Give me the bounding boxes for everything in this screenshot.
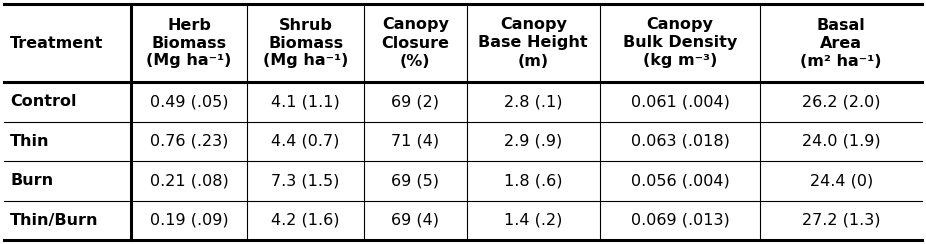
Text: 0.19 (.09): 0.19 (.09) bbox=[150, 213, 229, 228]
Text: Herb
Biomass
(Mg ha⁻¹): Herb Biomass (Mg ha⁻¹) bbox=[146, 18, 232, 69]
Text: 0.49 (.05): 0.49 (.05) bbox=[150, 94, 228, 109]
Text: 69 (4): 69 (4) bbox=[392, 213, 439, 228]
Text: Control: Control bbox=[10, 94, 77, 109]
Text: 2.8 (.1): 2.8 (.1) bbox=[504, 94, 562, 109]
Text: Thin/Burn: Thin/Burn bbox=[10, 213, 98, 228]
Text: 4.4 (0.7): 4.4 (0.7) bbox=[271, 134, 340, 149]
Text: Burn: Burn bbox=[10, 173, 53, 188]
Text: 0.21 (.08): 0.21 (.08) bbox=[150, 173, 229, 188]
Text: 4.1 (1.1): 4.1 (1.1) bbox=[271, 94, 340, 109]
Text: 69 (5): 69 (5) bbox=[392, 173, 439, 188]
Text: 24.0 (1.9): 24.0 (1.9) bbox=[802, 134, 881, 149]
Text: Shrub
Biomass
(Mg ha⁻¹): Shrub Biomass (Mg ha⁻¹) bbox=[263, 18, 348, 69]
Text: 0.061 (.004): 0.061 (.004) bbox=[631, 94, 730, 109]
Text: Thin: Thin bbox=[10, 134, 49, 149]
Text: Canopy
Base Height
(m): Canopy Base Height (m) bbox=[479, 18, 588, 69]
Text: 0.76 (.23): 0.76 (.23) bbox=[150, 134, 228, 149]
Text: 0.056 (.004): 0.056 (.004) bbox=[631, 173, 730, 188]
Text: 27.2 (1.3): 27.2 (1.3) bbox=[802, 213, 881, 228]
Text: 69 (2): 69 (2) bbox=[392, 94, 439, 109]
Text: 0.069 (.013): 0.069 (.013) bbox=[631, 213, 730, 228]
Text: 71 (4): 71 (4) bbox=[391, 134, 439, 149]
Text: 24.4 (0): 24.4 (0) bbox=[809, 173, 873, 188]
Text: 1.8 (.6): 1.8 (.6) bbox=[504, 173, 562, 188]
Text: Basal
Area
(m² ha⁻¹): Basal Area (m² ha⁻¹) bbox=[800, 18, 882, 69]
Text: 26.2 (2.0): 26.2 (2.0) bbox=[802, 94, 881, 109]
Text: Treatment: Treatment bbox=[10, 35, 104, 51]
Text: Canopy
Closure
(%): Canopy Closure (%) bbox=[382, 18, 449, 69]
Text: 2.9 (.9): 2.9 (.9) bbox=[504, 134, 562, 149]
Text: Canopy
Bulk Density
(kg m⁻³): Canopy Bulk Density (kg m⁻³) bbox=[623, 18, 737, 69]
Text: 4.2 (1.6): 4.2 (1.6) bbox=[271, 213, 340, 228]
Text: 1.4 (.2): 1.4 (.2) bbox=[504, 213, 562, 228]
Text: 7.3 (1.5): 7.3 (1.5) bbox=[271, 173, 340, 188]
Text: 0.063 (.018): 0.063 (.018) bbox=[631, 134, 730, 149]
